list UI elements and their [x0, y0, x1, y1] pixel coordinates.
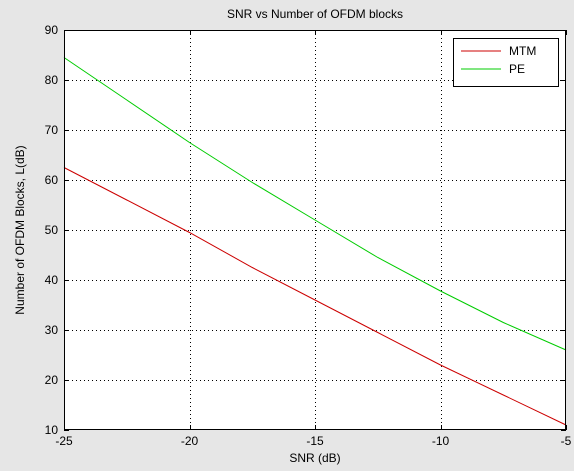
y-tick-label: 60 — [45, 173, 59, 187]
y-tick-label: 80 — [45, 73, 59, 87]
legend-box — [453, 38, 559, 87]
y-tick-label: 10 — [45, 423, 59, 437]
series-line-mtm — [63, 167, 567, 426]
y-tick-label: 70 — [45, 123, 59, 137]
y-tick-label: 50 — [45, 223, 59, 237]
x-tick-label: -15 — [306, 434, 324, 448]
x-tick-label: -10 — [432, 434, 450, 448]
y-tick-label: 20 — [45, 373, 59, 387]
axis-ticks: -25 -20 -15 -10 -5 10 20 30 40 50 60 70 80 90 — [45, 23, 572, 448]
series-lines — [63, 57, 567, 426]
legend-label-mtm: MTM — [509, 44, 536, 58]
x-tick-label: -20 — [181, 434, 199, 448]
x-tick-label: -25 — [55, 434, 73, 448]
y-tick-label: 40 — [45, 273, 59, 287]
x-tick-label: -5 — [561, 434, 572, 448]
y-tick-label: 90 — [45, 23, 59, 37]
y-tick-label: 30 — [45, 323, 59, 337]
legend-label-pe: PE — [509, 62, 525, 76]
grid — [64, 30, 566, 430]
legend: MTM PE — [453, 38, 559, 87]
series-line-pe — [63, 57, 567, 351]
y-axis-title: Number of OFDM Blocks, L(dB) — [13, 145, 27, 314]
x-axis-title: SNR (dB) — [289, 451, 340, 465]
chart-title: SNR vs Number of OFDM blocks — [227, 7, 403, 21]
